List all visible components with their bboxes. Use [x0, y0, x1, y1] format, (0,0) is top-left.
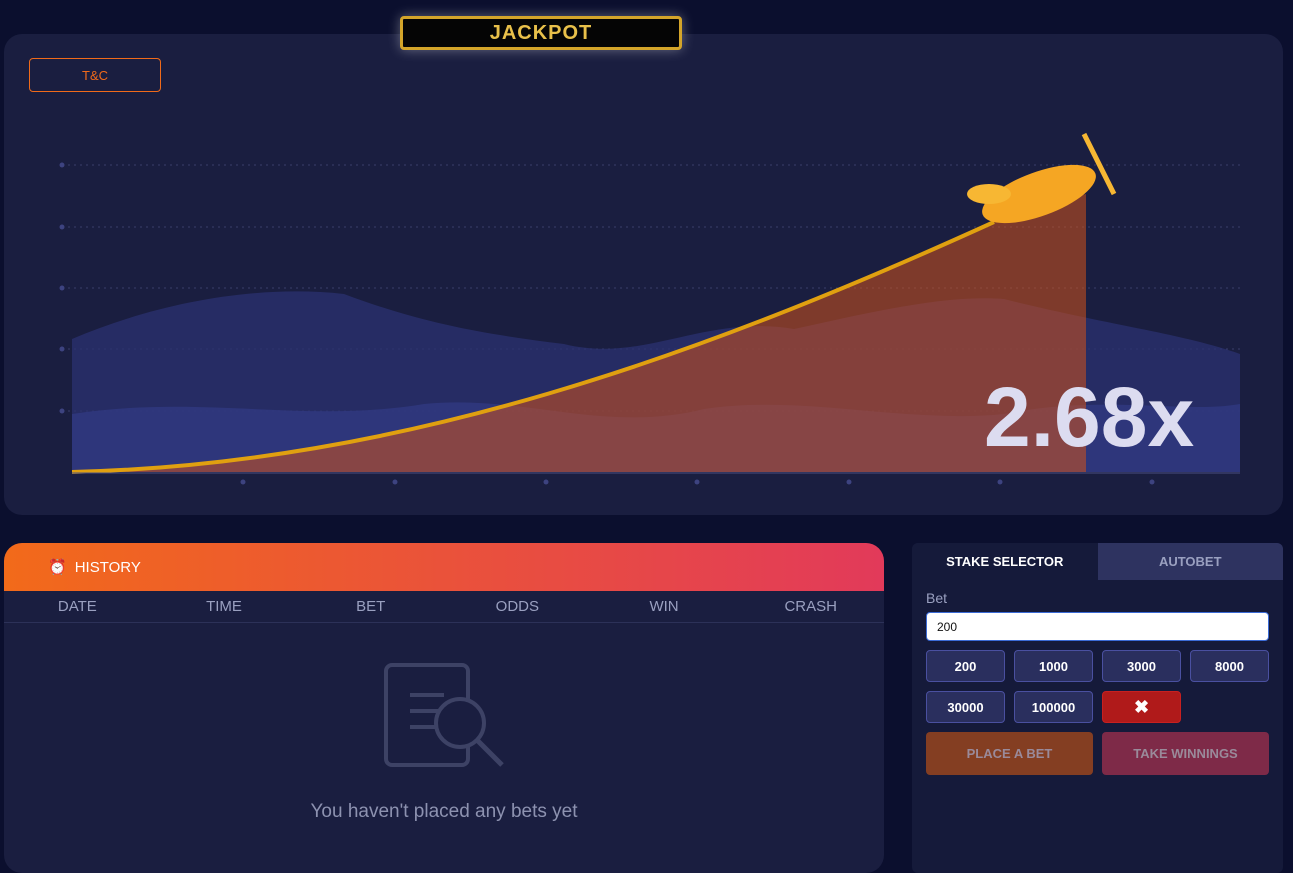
curve-fill: [72, 194, 1086, 472]
history-title: HISTORY: [74, 558, 141, 576]
chip-30000[interactable]: 30000: [926, 691, 1005, 723]
stake-panel: STAKE SELECTOR AUTOBET Bet 200 1000 3000…: [912, 543, 1283, 873]
terms-button[interactable]: T&C: [29, 58, 161, 92]
chip-100000[interactable]: 100000: [1014, 691, 1093, 723]
col-time: TIME: [206, 598, 242, 615]
history-header: ⏰ HISTORY: [4, 543, 884, 591]
col-win: WIN: [649, 598, 679, 615]
multiplier-display: 2.68x: [984, 370, 1195, 464]
place-bet-button[interactable]: PLACE A BET: [926, 732, 1093, 775]
tab-stake-selector[interactable]: STAKE SELECTOR: [912, 543, 1098, 580]
bet-input[interactable]: [926, 612, 1269, 641]
clock-icon: ⏰: [48, 559, 67, 576]
history-columns: DATE TIME BET ODDS WIN CRASH: [4, 591, 884, 623]
chip-8000[interactable]: 8000: [1190, 650, 1269, 682]
empty-text: You haven't placed any bets yet: [310, 801, 578, 822]
x-icon: ✖: [1133, 696, 1150, 717]
col-odds: ODDS: [495, 598, 540, 615]
tab-autobet[interactable]: AUTOBET: [1097, 543, 1283, 580]
col-bet: BET: [356, 598, 386, 615]
game-area: T&C 2.68x: [4, 34, 1283, 515]
flight-chart: [59, 132, 1240, 485]
empty-state: You haven't placed any bets yet: [4, 663, 884, 822]
document-search-icon: [384, 663, 504, 767]
col-date: DATE: [57, 598, 97, 615]
flight-curve: [71, 220, 995, 474]
airplane-icon: [967, 132, 1117, 224]
chip-200[interactable]: 200: [926, 650, 1005, 682]
bet-label: Bet: [926, 590, 948, 606]
chip-1000[interactable]: 1000: [1014, 650, 1093, 682]
col-crash: CRASH: [784, 598, 837, 615]
history-panel: ⏰ HISTORY DATE TIME BET ODDS WIN CRASH Y…: [4, 543, 884, 873]
clear-button[interactable]: ✖: [1102, 691, 1181, 723]
jackpot-banner: JACKPOT: [400, 16, 682, 50]
take-winnings-button[interactable]: TAKE WINNINGS: [1102, 732, 1269, 775]
chip-3000[interactable]: 3000: [1102, 650, 1181, 682]
